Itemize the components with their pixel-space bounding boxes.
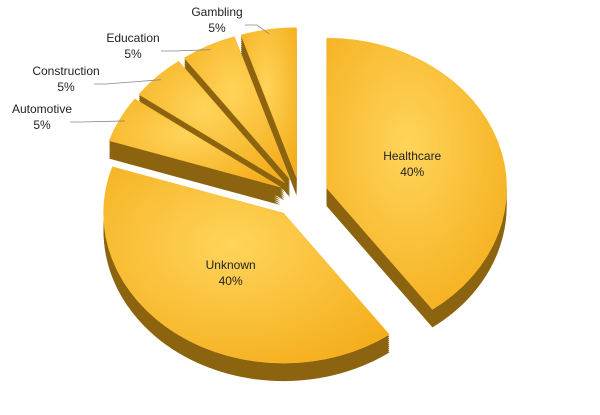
slice	[108, 98, 281, 188]
slice-value-label: 5%	[33, 118, 51, 132]
slice	[326, 37, 507, 310]
slice	[138, 60, 285, 183]
slice	[183, 36, 291, 180]
leader-line	[161, 49, 211, 52]
leader-line	[245, 24, 270, 35]
slice-label: Automotive	[12, 102, 72, 116]
slice-label: Gambling	[191, 5, 242, 19]
slice-value-label: 5%	[208, 21, 226, 35]
slice	[240, 27, 297, 178]
slice-label: Healthcare	[383, 149, 441, 163]
slice-label: Education	[106, 31, 159, 45]
slice-value-label: 40%	[400, 165, 424, 179]
slice-value-label: 5%	[124, 47, 142, 61]
slice	[103, 166, 390, 364]
slice-label: Unknown	[206, 258, 256, 272]
slice-value-label: 5%	[57, 80, 75, 94]
leader-line	[94, 79, 162, 85]
leader-line	[70, 120, 125, 123]
slice-label: Construction	[32, 64, 99, 78]
slice-value-label: 40%	[219, 274, 243, 288]
